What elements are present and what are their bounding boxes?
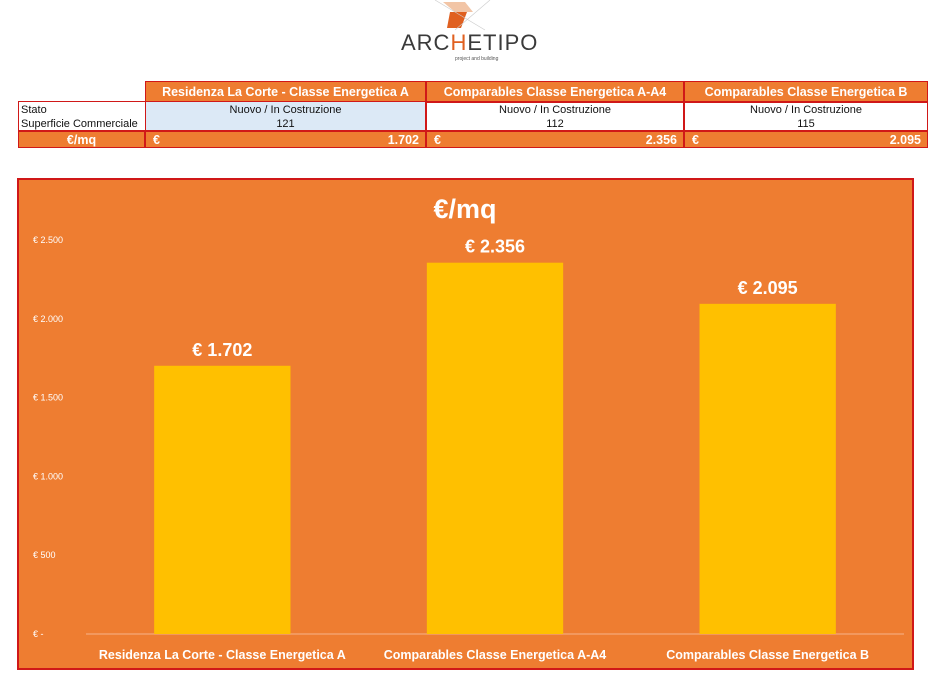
- table-row-price: €/mq € 1.702 € 2.356 € 2.095: [18, 131, 928, 148]
- price-cell-residenza: € 1.702: [145, 131, 426, 148]
- header-residenza: Residenza La Corte - Classe Energetica A: [145, 81, 426, 103]
- price-label: €/mq: [18, 131, 145, 148]
- stato-value: Nuovo / In Costruzione: [750, 104, 862, 116]
- header-comparables-a-a4: Comparables Classe Energetica A-A4: [426, 81, 684, 103]
- price-value: 1.702: [387, 133, 419, 147]
- logo-mark-icon: [434, 0, 491, 31]
- bar: [699, 303, 836, 634]
- chart-container: €/mq € - € 500 € 1.000 € 1.500 € 2.000 € 2.50…: [17, 178, 914, 670]
- price-cell-comparables-a-a4: € 2.356: [426, 131, 684, 148]
- stato-label: Stato: [21, 104, 47, 116]
- y-tick-label: € 1.000: [33, 471, 63, 481]
- x-tick-label: Comparables Classe Energetica A-A4: [384, 648, 607, 662]
- table-row-stato: Stato Superficie Commerciale Nuovo / In …: [18, 101, 928, 131]
- logo-tagline: project and building: [455, 56, 499, 62]
- superficie-value: 112: [546, 118, 564, 130]
- y-tick-label: € 2.000: [33, 314, 63, 324]
- table-header-row: Residenza La Corte - Classe Energetica A…: [18, 81, 928, 103]
- stato-value: Nuovo / In Costruzione: [229, 104, 342, 116]
- currency-symbol: €: [153, 133, 160, 147]
- superficie-value: 115: [797, 118, 815, 130]
- price-value: 2.356: [645, 133, 677, 147]
- price-value: 2.095: [889, 133, 921, 147]
- superficie-value: 121: [276, 118, 295, 130]
- chart-title: €/mq: [433, 194, 496, 224]
- logo-wordmark: ARCHETIPO: [401, 30, 539, 55]
- y-tick-label: € 1.500: [33, 393, 63, 403]
- bar: [426, 262, 564, 634]
- superficie-label: Superficie Commerciale: [21, 118, 138, 130]
- bar-chart: €/mq € - € 500 € 1.000 € 1.500 € 2.000 € 2.50…: [33, 194, 904, 662]
- y-tick-label: € 500: [33, 550, 56, 560]
- data-label: € 1.702: [192, 340, 252, 360]
- stato-cell-comparables-a-a4: Nuovo / In Costruzione 112: [426, 101, 684, 131]
- x-tick-label: Residenza La Corte - Classe Energetica A: [99, 648, 346, 662]
- currency-symbol: €: [692, 133, 699, 147]
- data-label: € 2.095: [738, 278, 798, 298]
- bar-series: € 1.702 € 2.356 € 2.095: [154, 237, 836, 634]
- y-tick-label: € 2.500: [33, 235, 63, 245]
- y-axis: € - € 500 € 1.000 € 1.500 € 2.000 € 2.500: [33, 235, 63, 639]
- stato-cell-residenza: Nuovo / In Costruzione 121: [145, 101, 426, 131]
- archetipo-logo: ARCHETIPO project and building: [395, 0, 537, 66]
- stato-value: Nuovo / In Costruzione: [499, 104, 611, 116]
- currency-symbol: €: [434, 133, 441, 147]
- y-tick-label: € -: [33, 629, 44, 639]
- price-cell-comparables-b: € 2.095: [684, 131, 928, 148]
- x-axis-labels: Residenza La Corte - Classe Energetica A…: [99, 648, 869, 662]
- stato-cell-comparables-b: Nuovo / In Costruzione 115: [684, 101, 928, 131]
- stato-superficie-label-cell: Stato Superficie Commerciale: [18, 101, 145, 131]
- header-comparables-b: Comparables Classe Energetica B: [684, 81, 928, 103]
- data-label: € 2.356: [465, 237, 525, 257]
- x-tick-label: Comparables Classe Energetica B: [666, 648, 869, 662]
- bar: [154, 365, 291, 634]
